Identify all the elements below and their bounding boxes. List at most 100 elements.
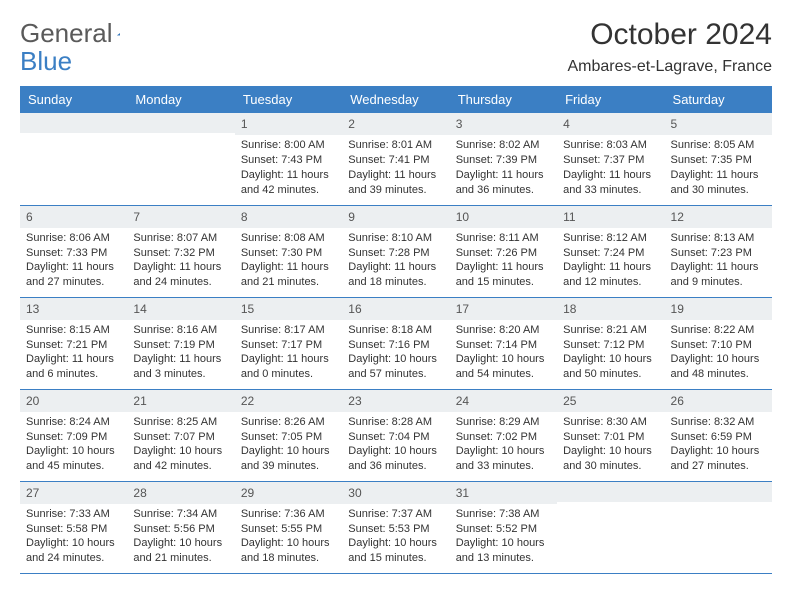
sunrise-text: Sunrise: 8:25 AM [133,415,228,430]
sunset-text: Sunset: 7:32 PM [133,246,228,261]
day-number: 3 [450,113,557,135]
day-number: 8 [235,206,342,228]
sunrise-text: Sunrise: 8:29 AM [456,415,551,430]
week-row: 27Sunrise: 7:33 AMSunset: 5:58 PMDayligh… [20,481,772,573]
sunrise-text: Sunrise: 8:18 AM [348,323,443,338]
day-number [20,113,127,133]
daylight-text: Daylight: 11 hours and 3 minutes. [133,352,228,382]
day-cell: 8Sunrise: 8:08 AMSunset: 7:30 PMDaylight… [235,205,342,297]
title-block: October 2024 Ambares-et-Lagrave, France [567,18,772,76]
day-content: Sunrise: 8:08 AMSunset: 7:30 PMDaylight:… [235,228,342,294]
daylight-text: Daylight: 11 hours and 39 minutes. [348,168,443,198]
day-content: Sunrise: 8:21 AMSunset: 7:12 PMDaylight:… [557,320,664,386]
day-number: 13 [20,298,127,320]
sunrise-text: Sunrise: 8:15 AM [26,323,121,338]
sunset-text: Sunset: 5:52 PM [456,522,551,537]
daylight-text: Daylight: 10 hours and 13 minutes. [456,536,551,566]
day-cell: 19Sunrise: 8:22 AMSunset: 7:10 PMDayligh… [665,297,772,389]
daylight-text: Daylight: 10 hours and 54 minutes. [456,352,551,382]
dayhead-thu: Thursday [450,86,557,113]
week-row: 13Sunrise: 8:15 AMSunset: 7:21 PMDayligh… [20,297,772,389]
day-cell: 3Sunrise: 8:02 AMSunset: 7:39 PMDaylight… [450,113,557,205]
day-cell: 5Sunrise: 8:05 AMSunset: 7:35 PMDaylight… [665,113,772,205]
daylight-text: Daylight: 10 hours and 15 minutes. [348,536,443,566]
day-content: Sunrise: 8:28 AMSunset: 7:04 PMDaylight:… [342,412,449,478]
week-row: 1Sunrise: 8:00 AMSunset: 7:43 PMDaylight… [20,113,772,205]
sunset-text: Sunset: 5:55 PM [241,522,336,537]
day-number: 31 [450,482,557,504]
day-cell: 15Sunrise: 8:17 AMSunset: 7:17 PMDayligh… [235,297,342,389]
sunset-text: Sunset: 7:23 PM [671,246,766,261]
sunrise-text: Sunrise: 8:26 AM [241,415,336,430]
day-number: 21 [127,390,234,412]
daylight-text: Daylight: 10 hours and 27 minutes. [671,444,766,474]
daylight-text: Daylight: 10 hours and 45 minutes. [26,444,121,474]
sunset-text: Sunset: 7:04 PM [348,430,443,445]
week-row: 20Sunrise: 8:24 AMSunset: 7:09 PMDayligh… [20,389,772,481]
sunset-text: Sunset: 6:59 PM [671,430,766,445]
day-content: Sunrise: 8:00 AMSunset: 7:43 PMDaylight:… [235,135,342,201]
day-content: Sunrise: 8:30 AMSunset: 7:01 PMDaylight:… [557,412,664,478]
day-content: Sunrise: 8:12 AMSunset: 7:24 PMDaylight:… [557,228,664,294]
day-number: 28 [127,482,234,504]
sunset-text: Sunset: 7:35 PM [671,153,766,168]
day-number: 19 [665,298,772,320]
day-number: 25 [557,390,664,412]
day-content: Sunrise: 7:34 AMSunset: 5:56 PMDaylight:… [127,504,234,570]
sunrise-text: Sunrise: 7:38 AM [456,507,551,522]
dayhead-sat: Saturday [665,86,772,113]
day-number: 29 [235,482,342,504]
day-cell: 10Sunrise: 8:11 AMSunset: 7:26 PMDayligh… [450,205,557,297]
daylight-text: Daylight: 11 hours and 21 minutes. [241,260,336,290]
day-content: Sunrise: 7:38 AMSunset: 5:52 PMDaylight:… [450,504,557,570]
daylight-text: Daylight: 11 hours and 42 minutes. [241,168,336,198]
sunrise-text: Sunrise: 8:16 AM [133,323,228,338]
sunrise-text: Sunrise: 8:10 AM [348,231,443,246]
day-cell: 16Sunrise: 8:18 AMSunset: 7:16 PMDayligh… [342,297,449,389]
calendar-page: General October 2024 Ambares-et-Lagrave,… [0,0,792,612]
day-content: Sunrise: 8:01 AMSunset: 7:41 PMDaylight:… [342,135,449,201]
daylight-text: Daylight: 10 hours and 36 minutes. [348,444,443,474]
day-content: Sunrise: 8:32 AMSunset: 6:59 PMDaylight:… [665,412,772,478]
day-content: Sunrise: 7:36 AMSunset: 5:55 PMDaylight:… [235,504,342,570]
sunrise-text: Sunrise: 8:00 AM [241,138,336,153]
sunset-text: Sunset: 5:58 PM [26,522,121,537]
day-number: 26 [665,390,772,412]
sunset-text: Sunset: 7:14 PM [456,338,551,353]
day-cell: 1Sunrise: 8:00 AMSunset: 7:43 PMDaylight… [235,113,342,205]
day-cell: 31Sunrise: 7:38 AMSunset: 5:52 PMDayligh… [450,481,557,573]
dayhead-tue: Tuesday [235,86,342,113]
day-number [665,482,772,502]
day-cell: 11Sunrise: 8:12 AMSunset: 7:24 PMDayligh… [557,205,664,297]
daylight-text: Daylight: 11 hours and 30 minutes. [671,168,766,198]
day-number: 12 [665,206,772,228]
daylight-text: Daylight: 10 hours and 24 minutes. [26,536,121,566]
sunrise-text: Sunrise: 7:34 AM [133,507,228,522]
day-content: Sunrise: 8:05 AMSunset: 7:35 PMDaylight:… [665,135,772,201]
daylight-text: Daylight: 11 hours and 9 minutes. [671,260,766,290]
sunrise-text: Sunrise: 8:05 AM [671,138,766,153]
day-content: Sunrise: 8:25 AMSunset: 7:07 PMDaylight:… [127,412,234,478]
logo-triangle-icon [117,24,121,44]
day-cell: 14Sunrise: 8:16 AMSunset: 7:19 PMDayligh… [127,297,234,389]
daylight-text: Daylight: 10 hours and 33 minutes. [456,444,551,474]
day-number: 24 [450,390,557,412]
day-number: 4 [557,113,664,135]
day-content: Sunrise: 8:15 AMSunset: 7:21 PMDaylight:… [20,320,127,386]
location-text: Ambares-et-Lagrave, France [567,58,772,76]
sunset-text: Sunset: 7:43 PM [241,153,336,168]
sunrise-text: Sunrise: 8:20 AM [456,323,551,338]
sunset-text: Sunset: 7:10 PM [671,338,766,353]
day-content: Sunrise: 8:13 AMSunset: 7:23 PMDaylight:… [665,228,772,294]
sunset-text: Sunset: 7:28 PM [348,246,443,261]
day-content: Sunrise: 8:02 AMSunset: 7:39 PMDaylight:… [450,135,557,201]
sunrise-text: Sunrise: 8:30 AM [563,415,658,430]
day-cell: 23Sunrise: 8:28 AMSunset: 7:04 PMDayligh… [342,389,449,481]
day-content: Sunrise: 8:03 AMSunset: 7:37 PMDaylight:… [557,135,664,201]
day-number: 11 [557,206,664,228]
sunset-text: Sunset: 7:21 PM [26,338,121,353]
day-cell: 29Sunrise: 7:36 AMSunset: 5:55 PMDayligh… [235,481,342,573]
sunset-text: Sunset: 7:05 PM [241,430,336,445]
day-cell: 6Sunrise: 8:06 AMSunset: 7:33 PMDaylight… [20,205,127,297]
sunrise-text: Sunrise: 8:17 AM [241,323,336,338]
